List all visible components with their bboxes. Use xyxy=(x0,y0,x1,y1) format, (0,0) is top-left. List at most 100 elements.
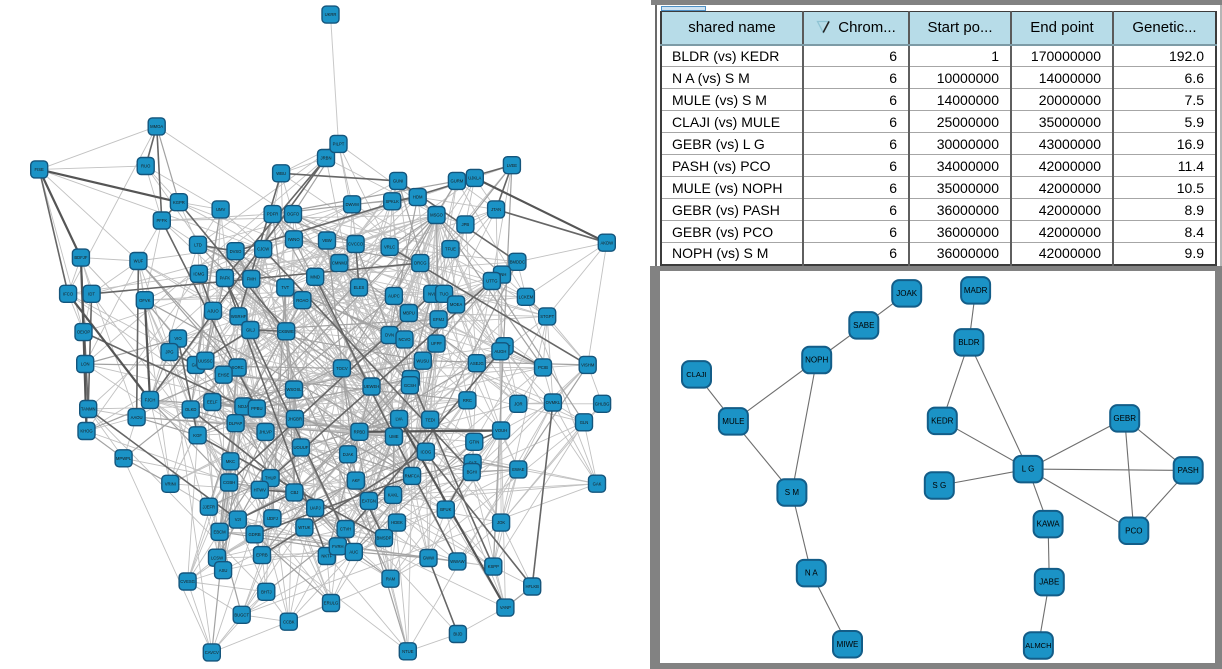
svg-text:ERULG: ERULG xyxy=(324,601,338,606)
svg-text:VOUH: VOUH xyxy=(495,428,507,433)
svg-text:LON: LON xyxy=(81,362,90,367)
svg-text:JTAN: JTAN xyxy=(491,207,501,212)
svg-text:FISE: FISE xyxy=(35,167,45,172)
svg-text:CAVCV: CAVCV xyxy=(205,650,219,655)
svg-text:PCO: PCO xyxy=(1125,526,1142,535)
svg-text:BGHI: BGHI xyxy=(467,470,477,475)
svg-text:LCKEM: LCKEM xyxy=(519,294,534,299)
svg-text:WUF: WUF xyxy=(134,259,144,264)
svg-text:CGBH: CGBH xyxy=(223,480,235,485)
svg-text:BIJD: BIJD xyxy=(453,632,462,637)
svg-text:KAKL: KAKL xyxy=(388,493,399,498)
svg-text:GLN: GLN xyxy=(580,420,589,425)
svg-text:LTD: LTD xyxy=(194,242,202,247)
svg-text:VJI: VJI xyxy=(235,517,241,522)
svg-text:BMSDP: BMSDP xyxy=(377,536,392,541)
svg-text:CKBWE: CKBWE xyxy=(279,329,295,334)
svg-text:VRLC: VRLC xyxy=(384,245,395,250)
svg-text:PAFK: PAFK xyxy=(220,276,231,281)
svg-text:LVA: LVA xyxy=(395,417,402,422)
svg-text:KHOG: KHOG xyxy=(80,429,92,434)
svg-text:SPKLK: SPKLK xyxy=(385,199,399,204)
svg-text:GEBR: GEBR xyxy=(1113,414,1136,423)
svg-text:CLAJI: CLAJI xyxy=(686,370,706,379)
svg-text:GHLBG: GHLBG xyxy=(595,401,610,406)
svg-text:FJCH: FJCH xyxy=(145,398,156,403)
svg-text:MULE: MULE xyxy=(722,417,744,426)
svg-text:EBCM: EBCM xyxy=(214,529,227,534)
svg-text:VBW: VBW xyxy=(322,238,332,243)
svg-text:L G: L G xyxy=(1022,465,1035,474)
svg-text:HTWV: HTWV xyxy=(254,487,267,492)
svg-text:GAV: GAV xyxy=(192,363,201,368)
svg-text:OEIOP: OEIOP xyxy=(77,330,90,335)
svg-text:GCSH: GCSH xyxy=(404,383,416,388)
svg-text:CTVH: CTVH xyxy=(340,527,351,532)
svg-text:GDRB: GDRB xyxy=(249,532,261,537)
svg-text:NDJA: NDJA xyxy=(238,404,249,409)
svg-text:WTUK: WTUK xyxy=(298,525,311,530)
svg-text:AJUO: AJUO xyxy=(207,308,219,313)
svg-text:UJKLA: UJKLA xyxy=(468,176,481,181)
svg-text:ROAO: ROAO xyxy=(296,298,309,303)
svg-text:BMDDC: BMDDC xyxy=(510,259,525,264)
svg-text:JRBN: JRBN xyxy=(321,156,332,161)
svg-text:MMOA: MMOA xyxy=(150,124,163,129)
svg-text:NVL: NVL xyxy=(428,291,437,296)
svg-text:SABE: SABE xyxy=(853,321,874,330)
svg-text:EPRB: EPRB xyxy=(256,553,268,558)
svg-text:DVSO: DVSO xyxy=(230,249,243,254)
svg-text:CJCW: CJCW xyxy=(257,247,269,252)
svg-text:ASU: ASU xyxy=(219,568,228,573)
svg-text:S M: S M xyxy=(785,488,800,497)
svg-text:EELF: EELF xyxy=(207,400,218,405)
svg-text:MADR: MADR xyxy=(964,286,988,295)
svg-text:CVCCO: CVCCO xyxy=(348,242,364,247)
svg-text:TFUE: TFUE xyxy=(445,247,456,252)
svg-text:VIO: VIO xyxy=(174,336,182,341)
svg-text:AUPC: AUPC xyxy=(388,294,400,299)
svg-text:IDT: IDT xyxy=(88,291,95,296)
svg-text:UFPF: UFPF xyxy=(431,341,442,346)
svg-text:WUSU: WUSU xyxy=(416,358,429,363)
svg-text:KEDR: KEDR xyxy=(931,416,953,425)
svg-text:ALMCH: ALMCH xyxy=(1025,641,1051,650)
svg-text:UAPJ: UAPJ xyxy=(310,506,321,511)
svg-text:TVT: TVT xyxy=(281,285,289,290)
svg-text:TUO: TUO xyxy=(440,291,450,296)
svg-text:OVMKL: OVMKL xyxy=(546,400,561,405)
svg-text:VANP: VANP xyxy=(500,605,511,610)
svg-text:JOR: JOR xyxy=(514,401,522,406)
svg-text:AAOU: AAOU xyxy=(131,415,143,420)
svg-text:AKF: AKF xyxy=(352,478,361,483)
svg-text:ASEJG: ASEJG xyxy=(470,361,484,366)
svg-text:DVN: DVN xyxy=(385,333,394,338)
svg-text:JHLVP: JHLVP xyxy=(259,430,272,435)
svg-text:KAWA: KAWA xyxy=(1037,520,1061,529)
svg-text:DWVM: DWVM xyxy=(345,202,359,207)
svg-text:WSRHF: WSRHF xyxy=(231,314,247,319)
svg-text:UMV: UMV xyxy=(216,207,226,212)
svg-text:JPB: JPB xyxy=(462,222,470,227)
svg-text:ICOG: ICOG xyxy=(421,449,432,454)
svg-text:OLKD: OLKD xyxy=(185,407,196,412)
svg-text:GWW: GWW xyxy=(423,556,434,561)
svg-text:OFVK: OFVK xyxy=(139,298,151,303)
svg-text:CBJ: CBJ xyxy=(290,490,298,495)
svg-text:MSGO: MSGO xyxy=(430,213,444,218)
svg-text:RAM: RAM xyxy=(386,576,396,581)
svg-text:RUO: RUO xyxy=(141,164,151,169)
svg-text:GUNI: GUNI xyxy=(393,179,403,184)
svg-text:LCSW: LCSW xyxy=(211,555,223,560)
svg-text:PASH: PASH xyxy=(1178,466,1199,475)
svg-text:FMH: FMH xyxy=(247,277,256,282)
svg-text:STGPT: STGPT xyxy=(540,314,554,319)
svg-text:UOUUF: UOUUF xyxy=(293,445,308,450)
svg-text:MPWPL: MPWPL xyxy=(116,456,132,461)
svg-text:N A: N A xyxy=(805,569,819,578)
svg-text:TEDI: TEDI xyxy=(425,417,435,422)
svg-text:DJAK: DJAK xyxy=(343,452,354,457)
svg-text:EATGN: EATGN xyxy=(362,499,376,504)
svg-text:TOCV: TOCV xyxy=(336,366,348,371)
svg-text:EFMJ: EFMJ xyxy=(433,317,444,322)
